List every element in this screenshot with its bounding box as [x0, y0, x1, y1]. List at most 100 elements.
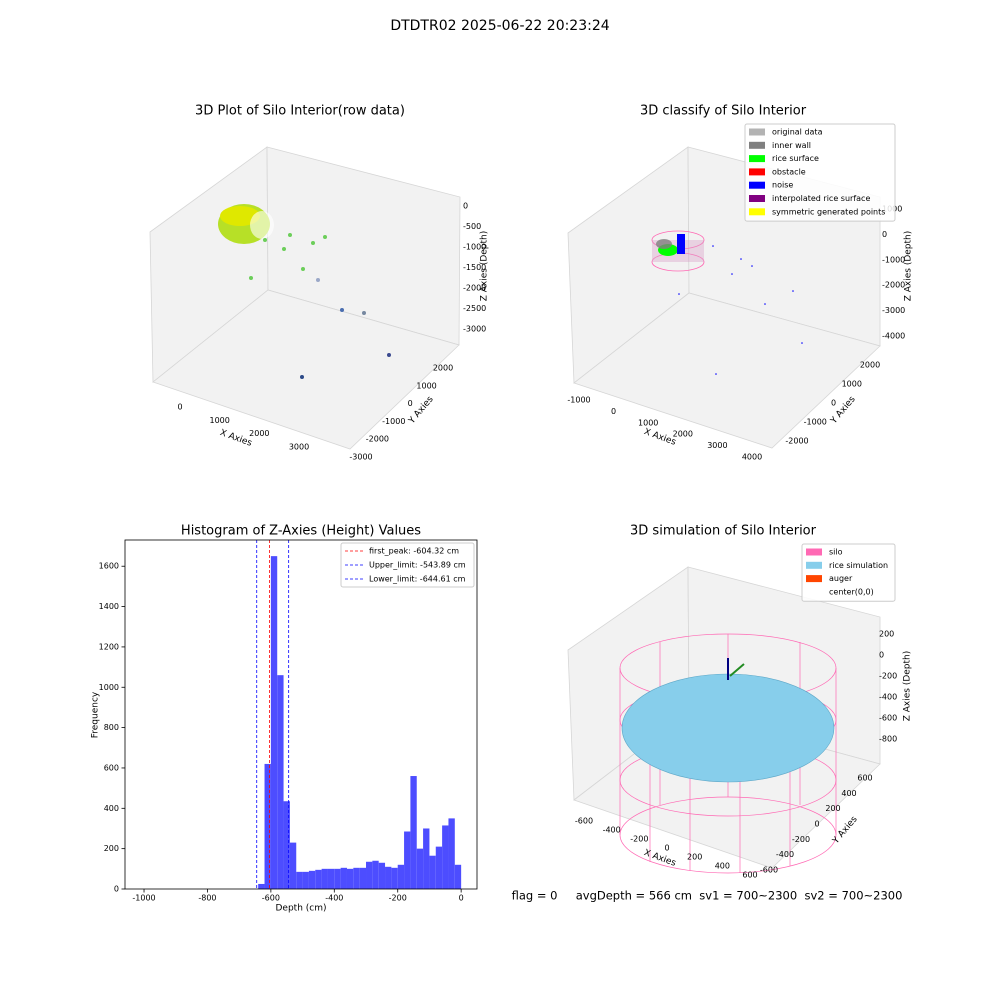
z-tick-label: -3000: [463, 325, 486, 334]
bar: [410, 776, 417, 889]
legend-patch: [749, 128, 765, 136]
bar: [378, 862, 386, 889]
y-tick-label: 0: [114, 885, 119, 894]
bar: [366, 861, 373, 889]
z-tick-label: -2000: [463, 284, 486, 293]
y-tick-label: 0: [814, 820, 819, 829]
bar: [277, 675, 284, 889]
legend-label: center(0,0): [829, 587, 874, 596]
y-tick-label: -400: [776, 850, 794, 859]
bar: [391, 867, 398, 889]
z-tick-label: 0: [882, 230, 887, 239]
bar: [283, 801, 290, 889]
legend-label: inner wall: [772, 141, 811, 150]
bar: [372, 860, 379, 889]
x-tick-label: 0: [459, 894, 464, 903]
bar: [315, 869, 322, 889]
bar: [404, 831, 411, 889]
z-tick-label: -1500: [463, 263, 486, 272]
x-tick-label: 200: [687, 853, 702, 862]
x-tick-label: -400: [603, 826, 621, 835]
points: [249, 233, 391, 379]
bar: [442, 825, 449, 889]
noise: [677, 234, 685, 254]
x-tick-label: 0: [177, 403, 182, 412]
bar: [353, 867, 360, 889]
bar: [435, 846, 443, 889]
bar: [308, 870, 316, 889]
bar: [302, 871, 309, 889]
legend-patch: [749, 168, 765, 176]
y-tick-label: 600: [857, 774, 872, 783]
x-tick-label: 600: [742, 871, 757, 880]
axis-label: Frequency: [91, 691, 101, 738]
point-cloud: [220, 206, 260, 226]
legend-patch: [749, 141, 765, 149]
x-tick-label: 2000: [673, 430, 693, 439]
z-tick-label: -200: [879, 672, 897, 681]
bar: [264, 763, 271, 889]
legend-patch: [749, 208, 765, 216]
auger: [729, 663, 745, 677]
bar: [340, 867, 347, 889]
legend-label: obstacle: [772, 167, 806, 176]
status-text: flag = 0 avgDepth = 566 cm sv1 = 700~230…: [512, 889, 903, 903]
y-tick-label: -3000: [349, 453, 372, 462]
pane: [573, 292, 881, 449]
bar: [423, 828, 430, 889]
legend-patch: [806, 575, 822, 583]
legend-label: auger: [829, 574, 853, 583]
inner-wall: [656, 239, 672, 249]
y-tick-label: 200: [825, 804, 840, 813]
rice-simulation: [621, 673, 835, 783]
y-tick-label: 400: [104, 804, 119, 813]
axis-label: Depth (cm): [275, 904, 326, 914]
axis-label: Z Axies (Depth): [480, 231, 490, 302]
y-tick-label: 1400: [99, 602, 119, 611]
y-tick-label: 200: [104, 844, 119, 853]
bar: [359, 867, 367, 889]
axis-label: Z Axies (Depth): [904, 231, 914, 302]
x-tick-label: 3000: [289, 443, 309, 452]
y-tick-label: 1000: [416, 381, 436, 390]
y-tick-label: 0: [831, 399, 836, 408]
z-tick-label: 0: [463, 202, 468, 211]
z-tick-label: -1000: [882, 255, 905, 264]
bar: [327, 868, 335, 889]
x-tick-label: 2000: [249, 429, 269, 438]
z-tick-label: -1000: [463, 243, 486, 252]
y-tick-label: -200: [792, 835, 810, 844]
bar: [448, 818, 455, 889]
legend-label: interpolated rice surface: [772, 194, 870, 203]
y-tick-label: 1600: [99, 562, 119, 571]
legend-label: symmetric generated points: [772, 207, 885, 216]
bar: [296, 871, 303, 889]
x-tick-label: 0: [664, 844, 669, 853]
chart-title: Histogram of Z-Axies (Height) Values: [181, 524, 421, 539]
z-tick-label: -600: [879, 714, 897, 723]
y-tick-label: 2000: [433, 364, 453, 373]
noise-points: [678, 245, 803, 375]
legend-patch: [806, 588, 822, 596]
x-tick-label: 400: [715, 862, 730, 871]
z-tick-label: -3000: [882, 306, 905, 315]
x-tick-label: -400: [325, 894, 343, 903]
point-cloud: [250, 211, 274, 239]
x-tick-label: 0: [611, 407, 616, 416]
chart-title: 3D classify of Silo Interior: [640, 104, 807, 119]
axis-label: Z Axies (Depth): [903, 651, 913, 722]
x-tick-label: 1000: [638, 418, 658, 427]
z-tick-label: -4000: [882, 332, 905, 341]
x-tick-label: -600: [575, 817, 593, 826]
y-tick-label: -1000: [804, 418, 827, 427]
z-tick-label: 200: [879, 630, 894, 639]
legend-label: Lower_limit: -644.61 cm: [369, 575, 466, 584]
bar: [385, 866, 392, 889]
y-tick-label: 0: [408, 399, 413, 408]
bar: [454, 864, 462, 889]
z-tick-label: -400: [879, 693, 897, 702]
z-tick-label: -2000: [882, 281, 905, 290]
legend-box: [340, 542, 475, 588]
bar: [334, 868, 341, 889]
